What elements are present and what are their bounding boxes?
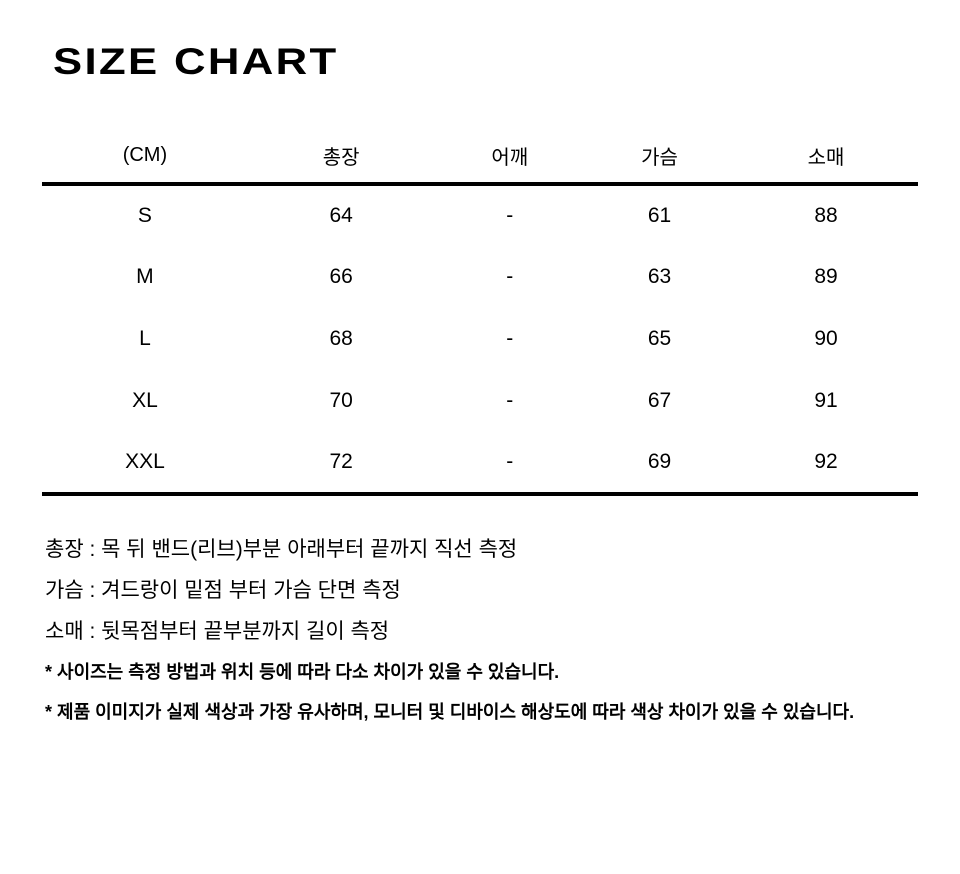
measurement-note-total-length: 총장 : 목 뒤 밴드(리브)부분 아래부터 끝까지 직선 측정 <box>45 538 518 561</box>
notes-section: 총장 : 목 뒤 밴드(리브)부분 아래부터 끝까지 직선 측정 가슴 : 겨드… <box>45 529 930 732</box>
cell-shoulder: - <box>506 327 514 350</box>
column-header-chest: 가슴 <box>585 128 735 186</box>
cell-sleeve: 92 <box>734 432 918 496</box>
column-header-sleeve: 소매 <box>734 128 918 186</box>
cell-shoulder: - <box>506 265 514 288</box>
cell-shoulder: - <box>506 389 514 412</box>
column-header-total-length: 총장 <box>247 128 435 186</box>
measurement-note-chest: 가슴 : 겨드랑이 밑점 부터 가슴 단면 측정 <box>45 579 401 602</box>
cell-chest: 65 <box>647 327 672 350</box>
table-header: (CM) 총장 어깨 가슴 소매 <box>42 128 918 186</box>
size-label: M <box>136 265 154 288</box>
cell-sleeve: 90 <box>814 327 838 350</box>
unit-label: (CM) <box>42 128 248 186</box>
size-label: XXL <box>42 432 248 496</box>
cell-total-length: 68 <box>329 327 353 350</box>
size-label: S <box>137 204 152 227</box>
cell-chest: 61 <box>647 204 672 227</box>
disclaimer-size-variance: * 사이즈는 측정 방법과 위치 등에 따라 다소 차이가 있을 수 있습니다. <box>45 662 560 682</box>
table-row-s: S 64 - 61 88 <box>42 184 918 246</box>
cell-sleeve: 89 <box>814 265 838 288</box>
page-title: SIZE CHART <box>53 41 339 82</box>
cell-sleeve: 91 <box>814 389 838 412</box>
size-label: L <box>139 327 151 350</box>
cell-total-length: 70 <box>329 389 353 412</box>
disclaimer-color-variance: * 제품 이미지가 실제 색상과 가장 유사하며, 모니터 및 디바이스 해상도… <box>45 702 855 722</box>
size-chart-table: (CM) 총장 어깨 가슴 소매 S 64 - 61 88 M 66 - 63 … <box>42 128 918 496</box>
cell-total-length: 64 <box>329 204 353 227</box>
cell-chest: 69 <box>585 432 735 496</box>
cell-total-length: 66 <box>329 265 353 288</box>
table-row-xl: XL 70 - 67 91 <box>42 370 918 432</box>
cell-chest: 67 <box>647 389 672 412</box>
size-label: XL <box>132 389 158 412</box>
measurement-note-sleeve: 소매 : 뒷목점부터 끝부분까지 길이 측정 <box>45 620 390 643</box>
column-header-shoulder: 어깨 <box>434 128 586 186</box>
table-row-l: L 68 - 65 90 <box>42 308 918 370</box>
cell-sleeve: 88 <box>814 204 838 227</box>
table-body: S 64 - 61 88 M 66 - 63 89 L 68 - 65 90 <box>42 184 918 496</box>
cell-shoulder: - <box>506 204 514 227</box>
cell-total-length: 72 <box>247 432 435 496</box>
cell-chest: 63 <box>647 265 672 288</box>
cell-shoulder: - <box>434 432 586 496</box>
table-row-m: M 66 - 63 89 <box>42 246 918 308</box>
table-row-xxl: XXL 72 - 69 92 <box>42 432 918 496</box>
header-row: (CM) 총장 어깨 가슴 소매 <box>42 128 918 186</box>
